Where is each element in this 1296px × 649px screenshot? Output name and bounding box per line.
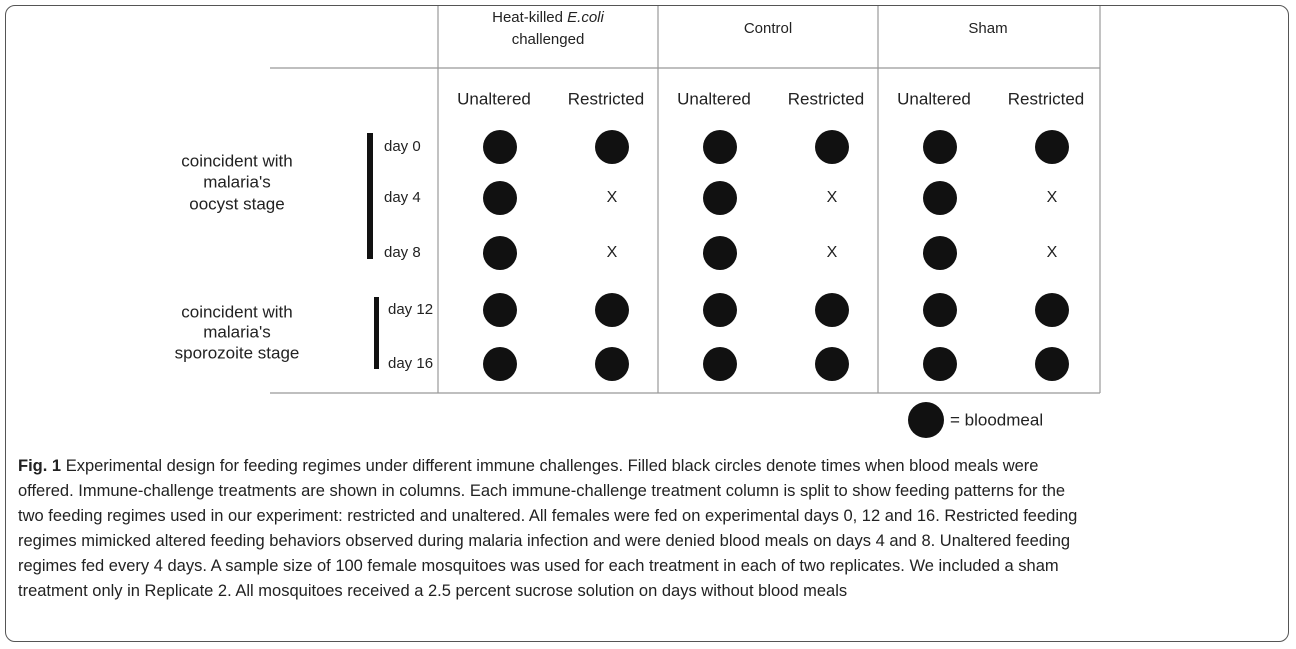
caption-text: Experimental design for feeding regimes … — [65, 457, 1039, 475]
day-label: day 0 — [384, 138, 421, 155]
bloodmeal — [483, 130, 517, 164]
day-label: day 16 — [388, 355, 433, 372]
bloodmeal — [815, 293, 849, 327]
design-diagram: = bloodmeal Heat-killed E.coli challenged… — [175, 6, 1101, 438]
legend-label: = bloodmeal — [950, 410, 1043, 429]
stage-bar — [374, 297, 379, 369]
no-meal-mark: X — [607, 189, 618, 206]
bloodmeal — [1035, 347, 1069, 381]
caption-line: offered. Immune-challenge treatments are… — [18, 482, 1066, 500]
caption-line: regimes mimicked altered feeding behavio… — [18, 532, 1071, 550]
group-header: Control — [744, 20, 792, 37]
caption-line: Fig. 1 Experimental design for feeding r… — [18, 454, 1283, 479]
day-label: day 8 — [384, 244, 421, 261]
day-label: day 4 — [384, 189, 421, 206]
caption-line: two feeding regimes used in our experime… — [18, 507, 1078, 525]
stage-bar — [367, 133, 373, 259]
table-lines — [270, 6, 1101, 394]
bloodmeal — [923, 293, 957, 327]
group-header: Sham — [968, 20, 1007, 37]
bloodmeal — [923, 347, 957, 381]
subcolumn-header: Restricted — [568, 89, 645, 108]
subcolumn-header: Unaltered — [677, 89, 751, 108]
bloodmeal — [703, 130, 737, 164]
bloodmeal — [483, 181, 517, 215]
stage-label: malaria's — [203, 172, 271, 191]
group-header-text: Heat-killed — [492, 9, 563, 26]
caption-line: regimes fed every 4 days. A sample size … — [18, 557, 1059, 575]
stage-label: sporozoite stage — [175, 343, 300, 362]
bloodmeal — [483, 347, 517, 381]
bloodmeal — [595, 347, 629, 381]
bloodmeal — [1035, 293, 1069, 327]
no-meal-mark: X — [1047, 189, 1058, 206]
bloodmeal — [483, 293, 517, 327]
bloodmeal — [1035, 130, 1069, 164]
figure-caption: Fig. 1 Experimental design for feeding r… — [18, 454, 1283, 604]
stage-label: malaria's — [203, 322, 271, 341]
no-meal-mark: X — [607, 244, 618, 261]
bloodmeal — [703, 181, 737, 215]
stage-label: oocyst stage — [189, 194, 284, 213]
group-header: Heat-killed E.coli — [492, 9, 604, 26]
figure-frame — [5, 5, 1289, 642]
group-header: challenged — [512, 31, 585, 48]
group-header-italic: E.coli — [567, 9, 604, 26]
subcolumn-header: Unaltered — [897, 89, 971, 108]
bloodmeal — [815, 347, 849, 381]
bloodmeal — [923, 236, 957, 270]
bloodmeal — [483, 236, 517, 270]
bloodmeal — [703, 236, 737, 270]
bloodmeal — [923, 130, 957, 164]
stage-label: coincident with — [181, 302, 293, 321]
bloodmeal — [703, 293, 737, 327]
day-label: day 12 — [388, 301, 433, 318]
no-meal-mark: X — [827, 244, 838, 261]
subcolumn-header: Restricted — [788, 89, 865, 108]
bloodmeal — [815, 130, 849, 164]
caption-line: treatment only in Replicate 2. All mosqu… — [18, 582, 848, 600]
bloodmeal — [923, 181, 957, 215]
legend-symbol — [908, 402, 944, 438]
subcolumn-header: Restricted — [1008, 89, 1085, 108]
subcolumn-header: Unaltered — [457, 89, 531, 108]
no-meal-mark: X — [827, 189, 838, 206]
bloodmeal — [595, 130, 629, 164]
caption-label: Fig. 1 — [18, 457, 62, 475]
no-meal-mark: X — [1047, 244, 1058, 261]
bloodmeal — [703, 347, 737, 381]
stage-label: coincident with — [181, 151, 293, 170]
bloodmeal — [595, 293, 629, 327]
